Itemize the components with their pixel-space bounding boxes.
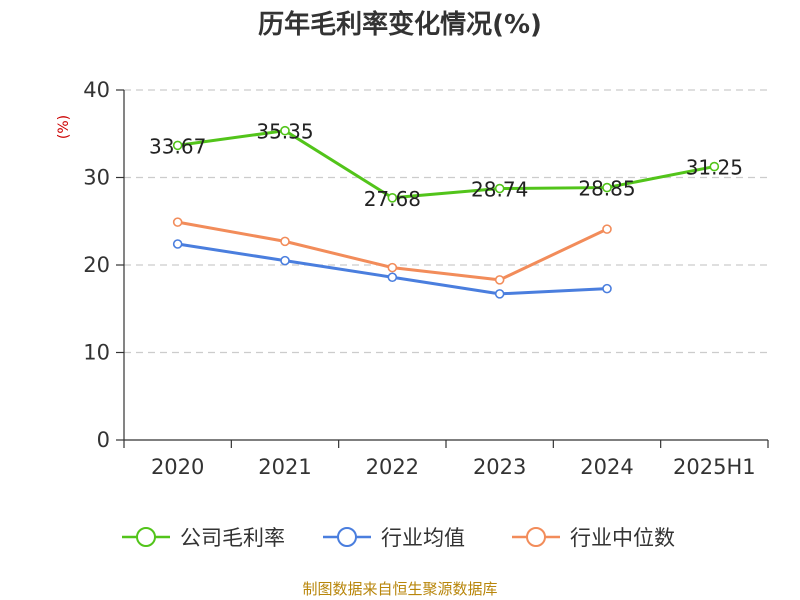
data-label-0-3: 28.74	[471, 178, 528, 202]
legend[interactable]: 公司毛利率 行业均值 行业中位数	[122, 526, 675, 550]
source-note: 制图数据来自恒生聚源数据库	[302, 580, 497, 598]
x-tick-label-2021: 2021	[258, 455, 311, 479]
legend-marker-2	[526, 527, 546, 547]
data-labels: 33.67 35.35 27.68 28.74 28.85 31.25	[149, 120, 743, 211]
data-point-1-3	[494, 289, 505, 299]
data-point-2-4	[602, 224, 612, 234]
legend-label-2: 行业中位数	[570, 526, 675, 550]
series-lines	[172, 125, 720, 299]
data-label-0-0: 33.67	[149, 134, 206, 158]
data-point-0-3	[494, 183, 505, 194]
axes	[116, 89, 769, 448]
legend-item-0[interactable]: 公司毛利率	[122, 526, 285, 550]
y-tick-label-30: 30	[83, 166, 110, 190]
data-point-1-0	[172, 239, 183, 249]
data-point-0-2	[387, 193, 398, 203]
data-label-0-4: 28.85	[578, 177, 635, 201]
legend-marker-0	[136, 527, 156, 547]
data-point-0-5	[709, 161, 720, 172]
data-point-2-3	[494, 275, 505, 285]
x-tick-label-2022: 2022	[366, 455, 419, 479]
chart-title: 历年毛利率变化情况(%)	[258, 9, 542, 40]
y-tick-label-10: 10	[83, 341, 110, 365]
series-line-0	[177, 129, 715, 200]
data-label-0-5: 31.25	[686, 156, 743, 180]
legend-item-2[interactable]: 行业中位数	[512, 526, 675, 550]
x-tick-label-2024: 2024	[580, 455, 633, 479]
y-tick-label-20: 20	[83, 253, 110, 277]
x-tick-label-2020: 2020	[151, 455, 204, 479]
legend-item-1[interactable]: 行业均值	[323, 526, 465, 550]
data-point-1-1	[280, 255, 290, 266]
y-axis-unit: (%)	[56, 115, 72, 139]
y-tick-labels: 0 10 20 30 40	[83, 78, 110, 452]
y-tick-label-0: 0	[97, 428, 110, 452]
data-point-1-4	[602, 283, 612, 294]
x-tick-label-2025H1: 2025H1	[673, 455, 756, 479]
data-point-0-4	[602, 182, 612, 193]
data-point-2-2	[387, 262, 398, 273]
x-tick-label-2023: 2023	[473, 455, 526, 479]
y-tick-label-40: 40	[83, 78, 110, 102]
legend-label-0: 公司毛利率	[180, 526, 285, 550]
data-point-2-1	[280, 236, 290, 247]
data-point-0-0	[172, 140, 183, 151]
data-point-2-0	[172, 217, 183, 227]
legend-label-1: 行业均值	[381, 526, 465, 550]
gridlines	[124, 89, 768, 354]
data-label-0-2: 27.68	[364, 187, 421, 211]
data-label-0-1: 35.35	[256, 120, 313, 144]
data-point-1-2	[387, 272, 398, 283]
data-point-0-1	[280, 125, 290, 136]
legend-marker-1	[337, 527, 357, 547]
x-tick-labels: 2020 2021 2022 2023 2024 2025H1	[151, 455, 756, 479]
